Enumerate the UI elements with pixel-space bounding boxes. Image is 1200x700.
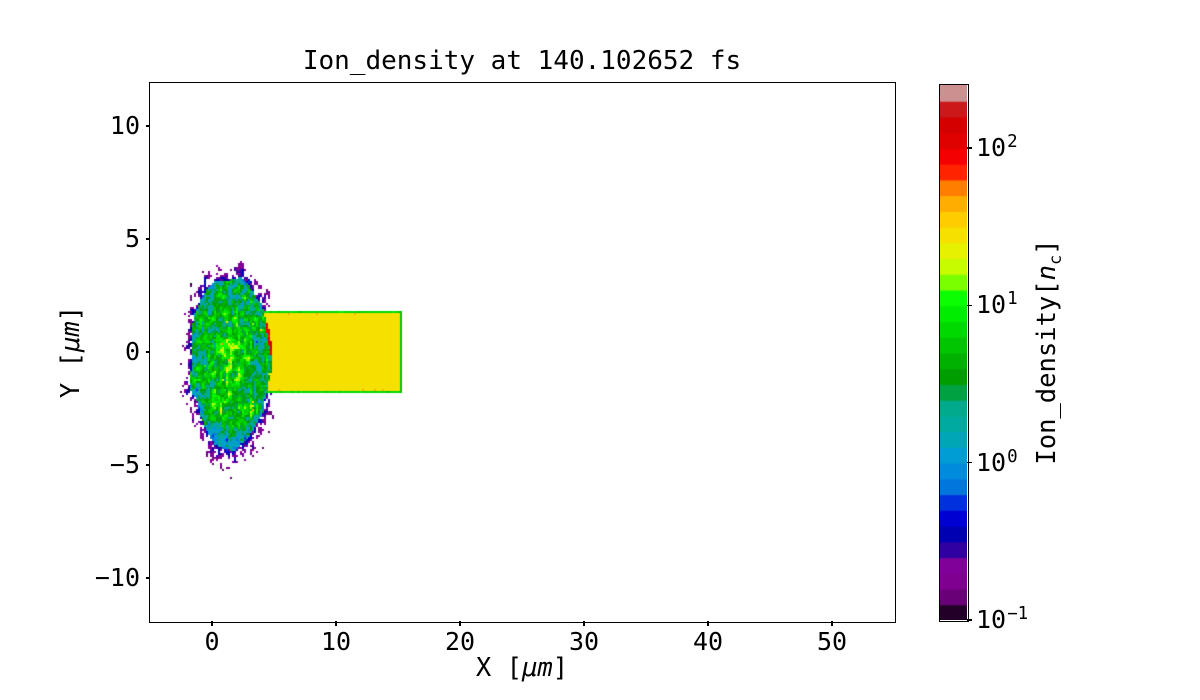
y-tick-mark	[145, 238, 150, 240]
x-tick-mark	[583, 621, 585, 626]
x-tick-mark	[831, 621, 833, 626]
x-tick-mark	[707, 621, 709, 626]
colorbar-label-close: ]	[1031, 239, 1062, 255]
colorbar-gradient	[940, 85, 967, 620]
y-tick-label: −10	[94, 563, 140, 593]
y-axis-label-close: ]	[56, 305, 86, 322]
y-tick-mark	[145, 577, 150, 579]
x-tick-label: 0	[204, 627, 220, 656]
colorbar-tick-label: 102	[976, 131, 1018, 162]
y-tick-label: 10	[109, 110, 140, 140]
colorbar-tick-exponent: 0	[1007, 446, 1018, 467]
y-tick-label: 5	[124, 223, 140, 253]
x-tick-mark	[459, 621, 461, 626]
colorbar-tick-label: 10−1	[976, 604, 1029, 634]
plot-title: Ion_density at 140.102652 fs	[302, 46, 742, 76]
colorbar-tick-exponent: −1	[1007, 604, 1029, 624]
y-axis-label: Y [μm]	[56, 306, 86, 398]
colorbar-tick-mark	[967, 619, 972, 621]
x-tick-label: 20	[444, 627, 476, 656]
colorbar-tick-mark	[967, 147, 972, 149]
colorbar-tick-mark	[967, 304, 972, 306]
x-axis-label-text: X [	[475, 653, 522, 683]
x-axis-label-close: ]	[552, 653, 569, 683]
colorbar-tick-exponent: 1	[1007, 289, 1018, 310]
y-axis-unit: μm	[56, 321, 86, 353]
x-axis-label: X [μm]	[150, 653, 894, 683]
colorbar-tick-label: 101	[976, 289, 1018, 320]
x-tick-mark	[335, 621, 337, 626]
x-tick-label: 30	[568, 627, 600, 656]
x-tick-mark	[211, 621, 213, 626]
x-tick-label: 40	[692, 627, 724, 656]
colorbar-label-text: Ion_density[	[1031, 280, 1062, 465]
colorbar-tick-label: 100	[976, 446, 1018, 477]
colorbar-label: Ion_density[nc]	[1032, 239, 1066, 464]
x-tick-label: 50	[816, 627, 848, 656]
colorbar-label-sub: c	[1046, 254, 1067, 266]
colorbar-label-var: n	[1031, 265, 1062, 281]
y-tick-mark	[145, 125, 150, 127]
density-field-canvas	[150, 83, 894, 621]
y-axis-label-text: Y [	[56, 352, 86, 399]
colorbar-tick-mark	[967, 461, 972, 464]
x-axis-unit: μm	[521, 653, 553, 683]
x-tick-label: 10	[320, 627, 352, 656]
y-tick-label: 0	[124, 337, 140, 366]
y-tick-mark	[145, 464, 150, 466]
colorbar-tick-exponent: 2	[1007, 131, 1018, 152]
y-tick-mark	[145, 351, 150, 353]
y-tick-label: −5	[109, 450, 140, 480]
